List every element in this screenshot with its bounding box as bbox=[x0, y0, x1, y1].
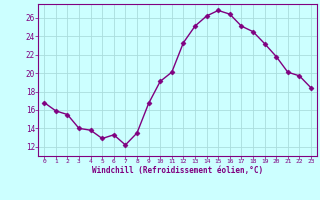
X-axis label: Windchill (Refroidissement éolien,°C): Windchill (Refroidissement éolien,°C) bbox=[92, 166, 263, 175]
